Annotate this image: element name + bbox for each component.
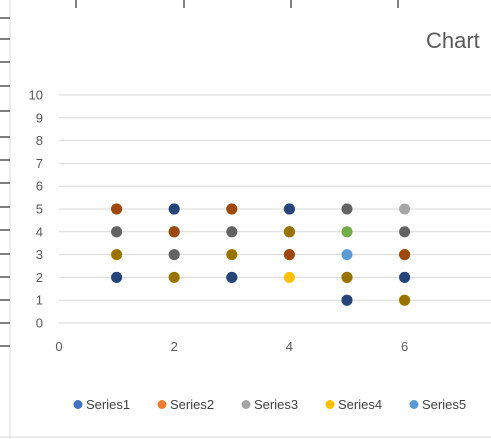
point-series7: [226, 271, 238, 283]
data-points: [111, 203, 411, 306]
legend-marker: [157, 400, 167, 409]
point-series9: [399, 226, 411, 238]
point-series9: [226, 226, 238, 238]
y-tick-label: 0: [36, 316, 43, 331]
point-series8: [226, 203, 238, 215]
x-tick-label: 6: [401, 339, 408, 354]
legend: Series1 Series2 Series3 Series4 Series5: [73, 397, 466, 412]
point-series4: [283, 271, 295, 283]
y-tick-label: 3: [36, 247, 43, 262]
point-series7: [168, 203, 180, 215]
legend-label: Series3: [254, 397, 298, 412]
point-series8: [111, 203, 123, 215]
point-series7: [111, 271, 123, 283]
y-tick-label: 6: [36, 179, 43, 194]
point-series6: [341, 226, 353, 238]
y-tick-label: 2: [36, 270, 43, 285]
point-series10: [341, 271, 353, 283]
point-series8: [399, 249, 411, 261]
x-axis-tick-labels: 0 2 4 6: [55, 339, 408, 354]
point-series3: [399, 203, 411, 215]
point-series9: [111, 226, 123, 238]
y-axis-tick-labels: 0 1 2 3 4 5 6 7 8 9 10: [29, 88, 43, 331]
y-tick-label: 7: [36, 156, 43, 171]
legend-marker: [409, 400, 419, 409]
x-tick-label: 2: [171, 339, 178, 354]
gridlines: [59, 94, 491, 324]
chart-title: Chart: [426, 28, 480, 53]
point-series9: [341, 203, 353, 215]
point-series10: [399, 294, 411, 306]
point-series5: [341, 249, 353, 261]
point-series8: [168, 226, 180, 238]
legend-label: Series2: [170, 397, 214, 412]
point-series9: [168, 249, 180, 261]
y-tick-label: 4: [36, 224, 43, 239]
point-series10: [283, 226, 295, 238]
point-series10: [226, 249, 238, 261]
point-series7: [399, 271, 411, 283]
point-series7: [283, 203, 295, 215]
legend-label: Series5: [422, 397, 466, 412]
y-tick-label: 9: [36, 110, 43, 125]
point-series7: [341, 294, 353, 306]
legend-marker: [73, 400, 83, 409]
legend-marker: [241, 400, 251, 409]
y-tick-label: 8: [36, 133, 43, 148]
x-tick-label: 0: [55, 339, 62, 354]
y-tick-label: 5: [36, 202, 43, 217]
point-series10: [111, 249, 123, 261]
legend-label: Series1: [86, 397, 130, 412]
x-tick-label: 4: [286, 339, 293, 354]
point-series8: [283, 249, 295, 261]
legend-marker: [325, 400, 335, 409]
y-tick-label: 1: [36, 293, 43, 308]
legend-label: Series4: [338, 397, 382, 412]
point-series10: [168, 271, 180, 283]
y-tick-label: 10: [29, 88, 43, 103]
